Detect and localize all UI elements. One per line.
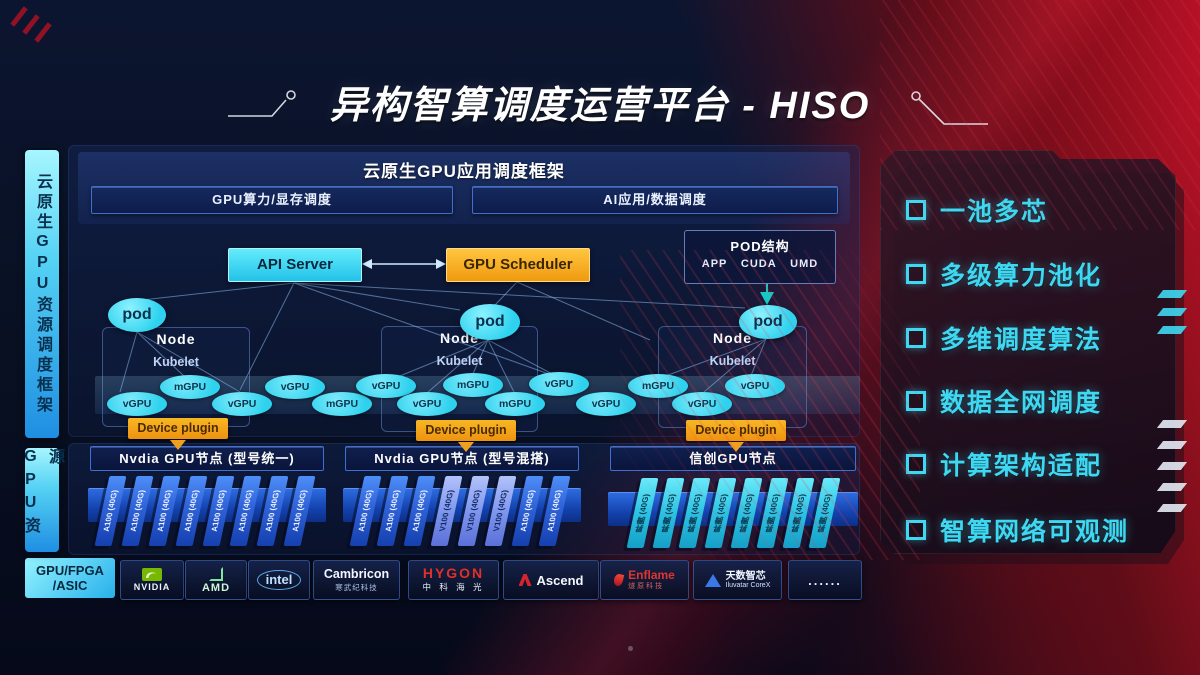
- checkbox-icon: [906, 328, 926, 348]
- vendor-tile-ascend: Ascend: [503, 560, 599, 600]
- vendor-subname: 中 科 海 光: [422, 582, 485, 592]
- kubelet-label: Kubelet: [709, 354, 756, 368]
- pod-oval-1: pod: [108, 298, 166, 332]
- vgpu-oval: vGPU: [529, 372, 589, 396]
- ascend-icon: [518, 574, 532, 586]
- vendor-subname: 燧原科技: [628, 582, 665, 590]
- checkbox-icon: [906, 200, 926, 220]
- api-server-box: API Server: [228, 248, 362, 282]
- flame-icon: [613, 573, 625, 587]
- gpu-fpga-asic-label: GPU/FPGA /ASIC: [25, 558, 115, 598]
- node-label: Node: [156, 331, 196, 347]
- checkbox-icon: [906, 454, 926, 474]
- vendor-name: Cambricon: [323, 567, 390, 581]
- triangle-icon: [704, 573, 721, 587]
- feature-text: 智算网络可观测: [940, 518, 1130, 546]
- amd-icon: [209, 566, 223, 581]
- vendor-name: NVIDIA: [133, 582, 171, 592]
- vgpu-oval: vGPU: [107, 392, 167, 416]
- app-scheduling-framework: 云原生GPU应用调度框架 GPU算力/显存调度 AI应用/数据调度: [78, 152, 850, 224]
- pod-structure-title: POD结构: [730, 239, 790, 254]
- features-panel: 一池多芯 多级算力池化 多维调度算法 数据全网调度 计算架构适配 智算网络可观测: [880, 150, 1176, 554]
- vendor-tile-more: ......: [788, 560, 862, 600]
- vendor-tile-nvidia: NVIDIA: [120, 560, 184, 600]
- feature-text: 计算架构适配: [940, 452, 1103, 480]
- vgpu-oval: vGPU: [672, 392, 732, 416]
- vgpu-oval: vGPU: [397, 392, 457, 416]
- feature-text: 多维调度算法: [940, 326, 1103, 354]
- down-arrow-icon: [170, 440, 186, 450]
- vendor-tile-iluvatar: 天数智芯 Iluvatar CoreX: [693, 560, 782, 600]
- pod-item-app: APP: [701, 258, 728, 270]
- gpu-group-mixed: Nvdia GPU节点 (型号混搭) A100 (40G) A100 (40G)…: [343, 446, 581, 554]
- page-title: 异构智算调度运营平台 - HISO: [329, 85, 871, 127]
- vgpu-oval: vGPU: [725, 374, 785, 398]
- feature-text: 多级算力池化: [940, 262, 1103, 290]
- vgpu-oval: vGPU: [576, 392, 636, 416]
- vendor-subname: 寒武纪科技: [335, 583, 378, 592]
- vendor-tile-hygon: HYGON 中 科 海 光: [408, 560, 499, 600]
- pod-item-umd: UMD: [790, 258, 819, 270]
- sidebar-gpu-resource-label: GPU资源: [22, 448, 63, 552]
- mgpu-oval: mGPU: [485, 392, 545, 416]
- checkbox-icon: [906, 520, 926, 540]
- dot-decoration: [628, 646, 633, 651]
- gpu-group-xinchuang: 信创GPU节点 昇腾 (40G) 昇腾 (40G) 昇腾 (40G) 昇腾 (4…: [608, 446, 858, 554]
- sidebar-framework-label: 云原生GPU资源调度框架: [25, 150, 59, 438]
- vendor-name: 天数智芯: [725, 570, 766, 582]
- sidebar-gpu-resource-text: GPU资源: [22, 448, 63, 539]
- vendor-tile-cambricon: Cambricon 寒武纪科技: [313, 560, 400, 600]
- mgpu-oval: mGPU: [443, 373, 503, 397]
- gpu-group-uniform: Nvdia GPU节点 (型号统一) A100 (40G) A100 (40G)…: [88, 446, 326, 554]
- intel-logo: intel: [256, 570, 302, 590]
- vendor-name: Ascend: [536, 572, 584, 588]
- kubelet-label: Kubelet: [153, 355, 199, 369]
- ellipsis-label: ......: [808, 572, 842, 588]
- vendor-tile-enflame: Enflame 燧原科技: [600, 560, 689, 600]
- device-plugin-1: Device plugin: [128, 418, 228, 439]
- feature-text: 一池多芯: [940, 198, 1049, 226]
- gpu-group-title: Nvdia GPU节点 (型号统一): [90, 446, 324, 471]
- pod-oval-2: pod: [460, 304, 520, 340]
- kubelet-label: Kubelet: [436, 354, 483, 368]
- gpu-compute-scheduling-bar: GPU算力/显存调度: [91, 186, 453, 214]
- mgpu-oval: mGPU: [160, 375, 220, 399]
- down-arrow-icon: [728, 442, 744, 452]
- vendor-subname: Iluvatar CoreX: [725, 581, 771, 589]
- vendor-name: HYGON: [422, 565, 485, 581]
- mgpu-oval: mGPU: [312, 392, 372, 416]
- vendor-name: AMD: [201, 581, 231, 594]
- ai-app-data-scheduling-bar: AI应用/数据调度: [472, 186, 838, 214]
- pod-oval-3: pod: [739, 305, 797, 339]
- pod-text: pod: [753, 313, 783, 330]
- vgpu-oval: vGPU: [212, 392, 272, 416]
- pod-text: pod: [475, 313, 505, 330]
- device-plugin-2: Device plugin: [416, 420, 516, 441]
- category-line1: GPU/FPGA: [36, 563, 104, 578]
- sidebar-framework-text: 云原生GPU资源调度框架: [34, 172, 51, 416]
- checkbox-icon: [906, 391, 926, 411]
- vgpu-oval: vGPU: [265, 375, 325, 399]
- pod-item-cuda: CUDA: [740, 258, 777, 270]
- gpu-scheduler-box: GPU Scheduler: [446, 248, 590, 282]
- feature-text: 数据全网调度: [940, 389, 1103, 417]
- checkbox-icon: [906, 264, 926, 284]
- nvidia-icon: [142, 568, 162, 581]
- framework-title: 云原生GPU应用调度框架: [363, 162, 565, 181]
- vendor-name: Enflame: [628, 567, 675, 582]
- vendor-tile-amd: AMD: [185, 560, 247, 600]
- device-plugin-3: Device plugin: [686, 420, 786, 441]
- mgpu-oval: mGPU: [628, 374, 688, 398]
- pod-structure-box: POD结构 APP CUDA UMD: [684, 230, 836, 284]
- vendor-tile-intel: intel: [248, 560, 310, 600]
- down-arrow-icon: [458, 442, 474, 452]
- pod-text: pod: [122, 306, 152, 323]
- category-line2: /ASIC: [52, 578, 88, 593]
